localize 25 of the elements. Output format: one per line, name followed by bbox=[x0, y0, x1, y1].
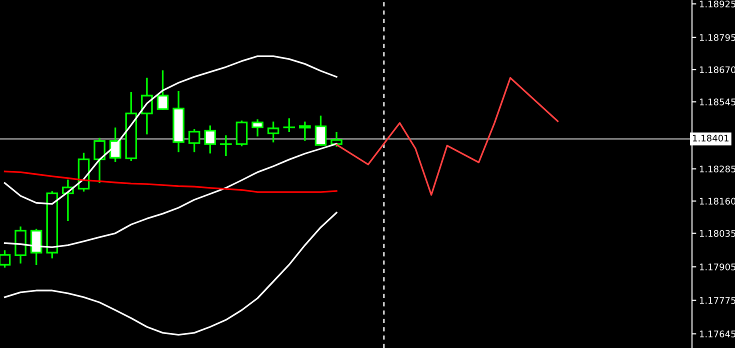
line-series bbox=[4, 212, 338, 336]
candlestick bbox=[204, 125, 216, 154]
ref-line-label: 1.18401 bbox=[692, 134, 728, 142]
candlestick bbox=[283, 118, 296, 132]
candlestick bbox=[0, 250, 11, 268]
y-tick-label: 1.18545 bbox=[700, 98, 735, 106]
line-series bbox=[4, 55, 338, 205]
candlestick bbox=[141, 78, 153, 134]
y-tick-label: 1.18925 bbox=[700, 0, 735, 8]
candlestick bbox=[94, 138, 106, 184]
y-tick-label: 1.17775 bbox=[700, 297, 735, 304]
y-tick-label: 1.18035 bbox=[700, 230, 735, 237]
candlestick bbox=[267, 122, 280, 142]
candlestick bbox=[236, 120, 248, 146]
y-tick-label: 1.18285 bbox=[700, 166, 735, 172]
y-tick-label: 1.17905 bbox=[700, 264, 735, 270]
candlestick bbox=[299, 122, 311, 141]
candlestick bbox=[252, 119, 264, 136]
candlestick bbox=[220, 135, 232, 156]
y-tick-label: 1.18795 bbox=[700, 34, 735, 41]
y-tick-label: 1.17645 bbox=[700, 330, 735, 338]
candlestick bbox=[188, 129, 200, 152]
line-series bbox=[4, 170, 338, 193]
candlestick bbox=[330, 132, 342, 147]
candlestick bbox=[156, 70, 169, 110]
